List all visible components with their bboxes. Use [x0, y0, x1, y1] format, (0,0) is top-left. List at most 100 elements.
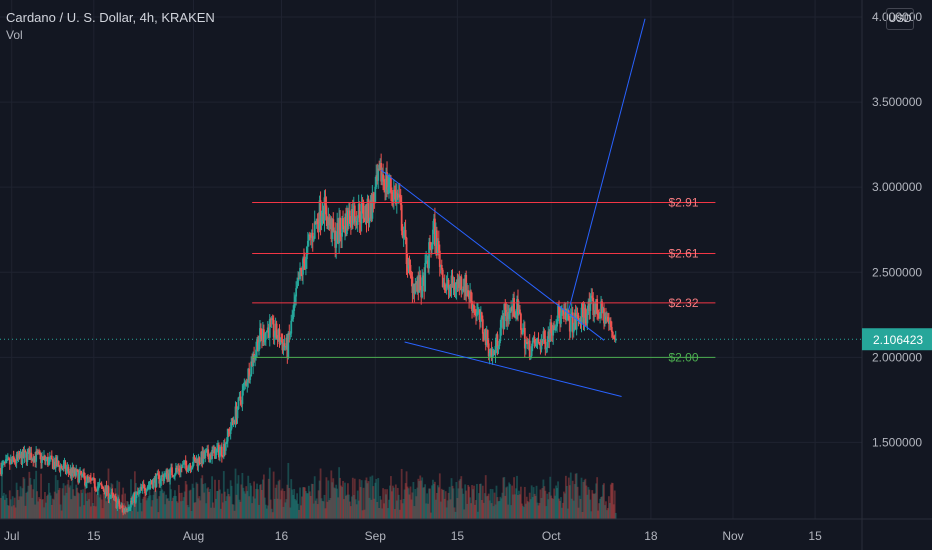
candle-body: [89, 477, 91, 479]
volume-bar: [451, 485, 454, 519]
volume-bar: [239, 501, 242, 519]
volume-bar: [495, 485, 498, 519]
volume-bar: [523, 486, 526, 519]
trend-line: [380, 169, 605, 341]
candle-body: [354, 221, 357, 223]
candle-body: [414, 283, 417, 294]
volume-bar: [70, 499, 73, 519]
volume-bar: [584, 478, 587, 519]
volume-bar: [360, 480, 363, 519]
candle-body: [389, 177, 391, 186]
volume-bar: [215, 498, 217, 519]
volume-bar: [208, 492, 211, 519]
volume-bar: [366, 483, 369, 519]
candle-body: [164, 473, 167, 477]
volume-bar: [483, 493, 486, 519]
candle-body: [106, 486, 109, 493]
candle-body: [295, 288, 298, 297]
candle-body: [278, 329, 281, 345]
volume-bar: [611, 483, 614, 519]
candle-body: [203, 451, 206, 459]
candle-body: [464, 274, 467, 292]
volume-bar: [184, 481, 187, 519]
volume-bar: [160, 477, 163, 519]
y-tick-label: 3.000000: [872, 180, 922, 194]
volume-bar: [146, 498, 149, 519]
candle-body: [568, 320, 571, 332]
candle-body: [266, 327, 269, 332]
volume-bar: [47, 482, 50, 519]
volume-bar: [297, 503, 299, 519]
volume-bar: [163, 491, 166, 519]
volume-bar: [372, 486, 375, 519]
candle-body: [561, 310, 563, 313]
volume-bar: [369, 476, 372, 519]
candle-body: [114, 495, 117, 498]
candle-body: [516, 299, 518, 311]
candle-body: [262, 329, 265, 343]
volume-bar: [492, 506, 495, 519]
candle-body: [385, 172, 387, 193]
candle-body: [191, 465, 194, 469]
volume-bar: [277, 481, 280, 519]
volume-bar: [416, 487, 419, 519]
trend-line: [404, 341, 622, 397]
candle-body: [399, 197, 402, 205]
volume-bar: [113, 494, 116, 519]
volume-bar: [199, 500, 202, 519]
volume-bar: [535, 485, 538, 519]
candle-body: [418, 275, 421, 293]
candle-body: [600, 301, 602, 314]
candle-body: [540, 341, 543, 350]
volume-bar: [546, 493, 549, 519]
candle-body: [144, 490, 147, 492]
last-price-label: 2.106423: [873, 333, 923, 347]
volume-bar: [348, 494, 350, 519]
volume-bar: [442, 489, 445, 519]
volume-bar: [458, 480, 461, 519]
candle-body: [330, 218, 333, 240]
candle-body: [544, 339, 547, 350]
candle-body: [347, 210, 349, 227]
volume-bar: [336, 488, 339, 519]
candle-body: [569, 314, 572, 332]
volume-bar: [48, 492, 51, 519]
volume-bar: [258, 504, 260, 519]
currency-button[interactable]: USD: [886, 8, 914, 30]
candle-body: [232, 420, 235, 422]
candle-body: [477, 311, 479, 313]
candle-body: [450, 275, 453, 288]
candle-body: [56, 461, 59, 467]
volume-bar: [171, 501, 173, 519]
volume-bar: [243, 491, 246, 519]
volume-bar: [504, 495, 507, 519]
candle-body: [531, 340, 534, 347]
volume-bar: [250, 485, 253, 519]
volume-bar: [65, 492, 68, 519]
volume-bar: [545, 506, 548, 519]
volume-bar: [204, 483, 207, 519]
volume-bar: [564, 475, 567, 519]
candle-body: [593, 310, 596, 315]
volume-bar: [506, 486, 509, 519]
volume-bar: [508, 482, 511, 519]
candle-body: [256, 339, 258, 350]
volume-bar: [347, 483, 349, 519]
volume-bar: [444, 491, 447, 519]
volume-indicator-label[interactable]: Vol: [6, 28, 23, 42]
candle-body: [545, 347, 548, 350]
volume-bar: [62, 483, 65, 519]
candle-body: [235, 406, 238, 419]
volume-bar: [448, 486, 451, 519]
candle-body: [112, 494, 115, 497]
volume-bar: [158, 496, 161, 519]
candle-body: [182, 463, 185, 465]
volume-bar: [528, 492, 531, 519]
volume-bar: [216, 490, 218, 519]
candle-body: [37, 452, 40, 454]
volume-bar: [39, 498, 41, 519]
volume-bar: [227, 494, 230, 519]
volume-bar: [44, 491, 46, 519]
